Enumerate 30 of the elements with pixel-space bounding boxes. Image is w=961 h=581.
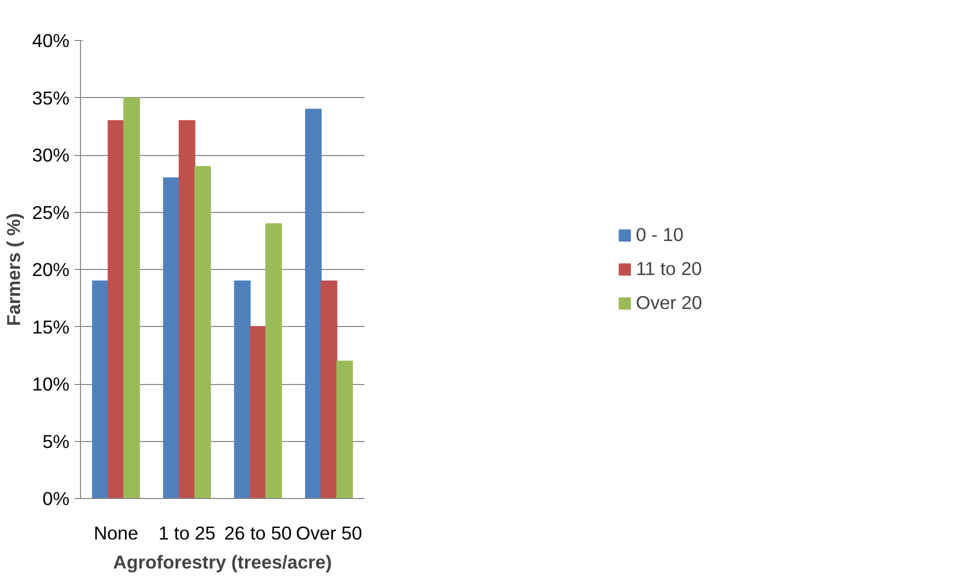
y-tick-label: 10%: [32, 374, 70, 394]
y-tick-label: 20%: [32, 259, 70, 280]
bar: [305, 108, 322, 498]
y-axis-title: Farmers ( %): [3, 212, 24, 326]
bar: [194, 166, 211, 498]
bar: [123, 97, 140, 498]
y-tick-label: 40%: [32, 30, 70, 51]
y-tick-label: 5%: [42, 430, 70, 452]
y-tick-label: 35%: [32, 87, 70, 108]
x-tick-label: None: [94, 522, 138, 544]
bar: [178, 120, 196, 498]
x-tick-label: 1 to 25: [158, 522, 216, 544]
legend-label: 0 - 10: [636, 224, 684, 246]
y-tick-label: 25%: [32, 202, 70, 223]
bar: [320, 280, 338, 498]
bar: [265, 223, 282, 498]
bar: [336, 360, 353, 498]
bar: [163, 177, 180, 498]
y-tick-label: 15%: [32, 316, 70, 338]
x-axis-title: Agroforestry (trees/acre): [113, 552, 332, 572]
bar: [92, 280, 109, 498]
legend-label: 11 to 20: [636, 258, 702, 280]
x-tick-label: Over 50: [296, 522, 362, 544]
bar: [234, 280, 251, 498]
y-tick-label: 0%: [42, 488, 70, 509]
x-tick-label: 26 to 50: [224, 522, 292, 544]
legend-label: Over 20: [636, 292, 702, 314]
bar: [250, 326, 266, 498]
bar: [108, 120, 124, 498]
y-tick-label: 30%: [32, 144, 70, 166]
